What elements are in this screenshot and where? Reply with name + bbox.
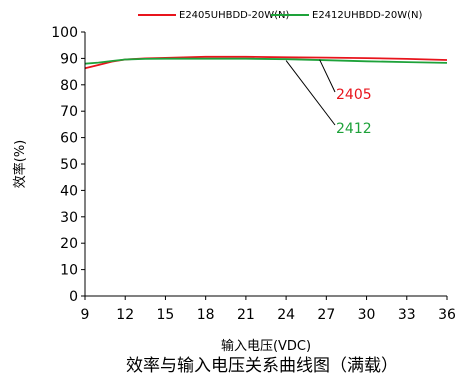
legend-label-1: E2405UHBDD-20W(N) <box>179 10 289 21</box>
annotation-label-1: 2405 <box>336 87 372 103</box>
annotation-leader-2 <box>285 60 336 126</box>
x-tick-label: 12 <box>116 307 134 323</box>
y-tick-label: 0 <box>69 289 78 305</box>
annotation-leader-1 <box>319 59 336 93</box>
y-tick-label: 80 <box>60 78 78 94</box>
chart-title: 效率与输入电压关系曲线图（满载） <box>126 356 398 376</box>
x-axis-ticks: 9 12 15 18 21 24 27 30 33 36 <box>81 296 456 323</box>
legend: E2405UHBDD-20W(N) E2412UHBDD-20W(N) <box>138 10 422 21</box>
x-tick-label: 18 <box>197 307 215 323</box>
x-tick-label: 33 <box>398 307 416 323</box>
y-tick-label: 40 <box>60 183 78 199</box>
y-tick-label: 60 <box>60 131 78 147</box>
x-tick-label: 15 <box>157 307 175 323</box>
y-axis-label: 效率(%) <box>12 140 28 189</box>
annotations: 2405 2412 <box>285 59 372 137</box>
x-tick-label: 24 <box>277 307 295 323</box>
series-line-2 <box>84 57 448 65</box>
x-tick-label: 9 <box>81 307 90 323</box>
x-axis-label: 输入电压(VDC) <box>221 338 311 354</box>
y-tick-label: 90 <box>60 51 78 67</box>
y-tick-label: 30 <box>60 210 78 226</box>
series-lines <box>84 55 448 70</box>
x-tick-label: 27 <box>317 307 335 323</box>
x-tick-label: 30 <box>358 307 376 323</box>
legend-label-2: E2412UHBDD-20W(N) <box>312 10 422 21</box>
y-tick-label: 20 <box>60 236 78 252</box>
y-tick-label: 50 <box>60 157 78 173</box>
y-tick-label: 70 <box>60 104 78 120</box>
annotation-label-2: 2412 <box>336 121 372 137</box>
x-tick-label: 21 <box>237 307 255 323</box>
x-tick-label: 36 <box>438 307 456 323</box>
y-tick-label: 100 <box>51 25 78 41</box>
y-axis-ticks: 0 10 20 30 40 50 60 70 80 90 100 <box>51 25 85 305</box>
y-tick-label: 10 <box>60 263 78 279</box>
